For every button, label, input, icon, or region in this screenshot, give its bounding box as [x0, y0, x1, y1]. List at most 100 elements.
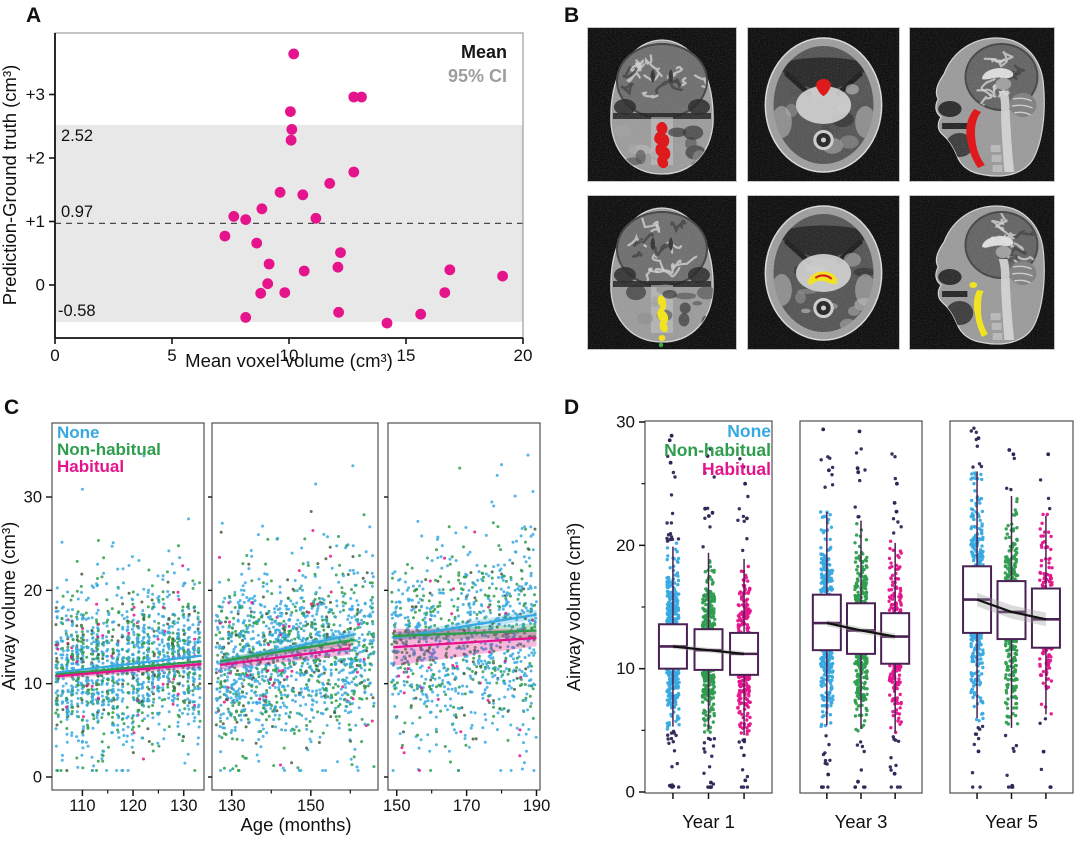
box-non-habitual — [996, 580, 1027, 641]
trend-line-non-habitual — [393, 629, 537, 638]
mri-sagittal-yellow — [909, 195, 1055, 350]
y-tick-label: 30 — [616, 413, 635, 432]
panel-b-label: B — [564, 4, 580, 27]
x-tick-label: 150 — [297, 797, 325, 815]
panel-a: A 0 5 10 15 20 0 +1 +2 +3 2.52 0.97 -0.58 Mean 95% CI… — [0, 0, 540, 390]
scatter-points — [219, 48, 508, 329]
scatter-point — [219, 230, 231, 242]
year-boxplot-chart: Year 1 Year 3 Year 5 0 10 20 30 NoneNon-habitua… — [563, 413, 1074, 832]
scatter-point — [288, 48, 300, 60]
panel-b: B — [540, 0, 1080, 390]
median-trend-line — [826, 621, 896, 638]
trend-line-habitual — [219, 647, 351, 667]
x-tick-label: 110 — [69, 797, 95, 815]
scatter-cloud — [390, 453, 538, 772]
y-tick-label: +3 — [26, 85, 45, 104]
mri-coronal-yellow — [587, 195, 737, 350]
y-axis-label: Airway volume (cm³) — [563, 523, 584, 692]
subplot-border — [51, 422, 205, 791]
x-tick-label: 5 — [167, 346, 176, 365]
scatter-point — [324, 178, 336, 189]
scatter-point — [439, 287, 451, 298]
scatter-point — [256, 203, 268, 215]
scatter-point — [332, 261, 344, 273]
bland-altman-chart: 0 5 10 15 20 0 +1 +2 +3 2.52 0.97 -0.58 Mean 95% CI Me… — [0, 32, 533, 371]
scatter-point — [240, 214, 252, 226]
scatter-point — [240, 312, 252, 323]
trend-line-non-habitual — [56, 660, 202, 676]
airway-overlay-yellow — [973, 290, 988, 337]
box-habitual — [880, 612, 911, 665]
y-tick-label: +1 — [26, 212, 45, 231]
panel-c: C 110 120 130 0 10 20 30 130 150 150 170 190 None Non… — [0, 390, 560, 841]
scatter-point — [333, 306, 344, 318]
mri-axial-red — [747, 27, 900, 182]
legend-habitual: Habitual — [702, 459, 771, 479]
trend-line-none — [56, 654, 202, 674]
legend-non-habitual: Non-habitual — [57, 440, 161, 459]
legend-mean: Mean — [461, 42, 507, 62]
legend-ci: 95% CI — [448, 66, 507, 86]
airway-overlay-red — [816, 79, 831, 96]
y-tick-label: 20 — [616, 536, 635, 555]
y-axis-label: Prediction-Ground truth (cm³) — [0, 65, 20, 306]
legend-non-habitual: Non-habitual — [664, 440, 771, 460]
scatter-point — [279, 287, 291, 298]
median-trend-line — [976, 598, 1047, 621]
x-tick-label: 15 — [397, 346, 416, 365]
mri-axial-yellow — [747, 195, 900, 350]
y-tick-label: +2 — [26, 149, 45, 168]
airway-overlay-red — [654, 122, 671, 169]
mri-coronal-red — [587, 27, 737, 182]
y-tick-label: 0 — [36, 276, 45, 295]
scatter-point — [262, 278, 274, 290]
mri-grid — [540, 0, 1080, 390]
x-tick-label: 0 — [50, 346, 59, 365]
mri-sagittal-red — [909, 27, 1055, 182]
ci-top-label: 2.52 — [61, 127, 93, 145]
scatter-point — [255, 287, 267, 299]
scatter-point — [335, 247, 346, 258]
x-axis-label: Age (months) — [240, 814, 351, 835]
scatter-point — [251, 237, 263, 249]
y-axis-label: Airway volume (cm³) — [0, 522, 19, 691]
scatter-point — [356, 91, 367, 103]
median-trend-band — [977, 592, 1046, 627]
year-label: Year 5 — [985, 811, 1038, 832]
airway-overlay-yellow — [807, 271, 838, 285]
y-tick-label: 30 — [24, 489, 42, 507]
y-tick-label: 10 — [24, 675, 42, 693]
scatter-point — [297, 189, 309, 201]
trend-band — [393, 628, 537, 666]
y-tick-label: 10 — [616, 659, 635, 678]
scatter-point — [285, 106, 296, 117]
x-tick-label: 10 — [280, 346, 299, 365]
x-tick-label: 120 — [119, 797, 147, 815]
scatter-point — [444, 264, 456, 276]
scatter-point — [286, 123, 298, 135]
age-scatter-chart: 110 120 130 0 10 20 30 130 150 150 170 190 NoneNon-h… — [0, 422, 550, 835]
scatter-point — [228, 211, 240, 222]
panel-d-label: D — [564, 396, 580, 419]
scatter-point — [348, 91, 360, 103]
x-tick-label: 20 — [514, 346, 533, 365]
scatter-point — [381, 317, 393, 329]
x-axis-label: Mean voxel volume (cm³) — [185, 350, 393, 371]
mean-label: 0.97 — [61, 203, 93, 221]
scatter-point — [415, 308, 427, 320]
scatter-point — [497, 270, 508, 282]
median-trend-line — [672, 645, 745, 655]
y-tick-label: 20 — [24, 582, 42, 600]
scatter-point — [348, 166, 360, 178]
legend-habitual: Habitual — [57, 457, 124, 476]
scatter-point — [310, 212, 322, 224]
trend-line-habitual — [393, 636, 537, 649]
trend-line-habitual — [56, 662, 202, 678]
year-label: Year 1 — [682, 811, 735, 832]
x-tick-label: 170 — [453, 797, 481, 815]
airway-overlay-red — [966, 109, 985, 168]
scatter-point — [263, 258, 275, 270]
trend-line-non-habitual — [219, 638, 355, 663]
scatter-cloud — [54, 454, 202, 772]
